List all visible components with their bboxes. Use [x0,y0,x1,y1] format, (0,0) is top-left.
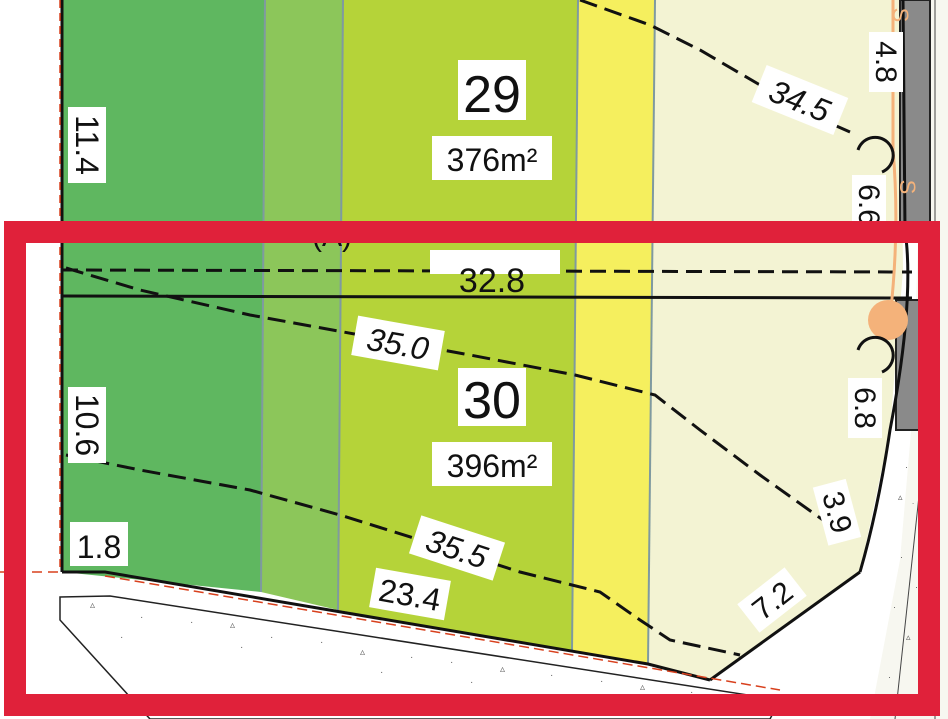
svg-text:▵: ▵ [906,632,911,642]
footpath: ▵ · · ▵ · · ▵ · · ▵ · · ▵ · · · · · [59,595,782,719]
lot-29-area-bg [432,136,552,180]
dashed-boundary-32-8 [61,268,913,274]
lot-30-number: 30 [463,372,521,430]
lot-east-arc-boundary [858,0,910,573]
svg-text:·: · [900,552,903,562]
svg-text:·: · [120,632,123,643]
sewer-marker-mid: S [895,180,920,195]
dim-top-left: 11.4 [69,115,105,175]
svg-text:·: · [240,642,243,653]
arc-mark-mid-icon [856,335,895,374]
dim-right-arc: 6.8 [848,387,881,429]
svg-text:▵: ▵ [640,682,645,693]
lot-30-area: 396m² [447,448,538,484]
lot-30-number-bg [458,368,526,426]
lot-frontage-boundary [62,570,711,682]
lot-29-number: 29 [463,66,521,124]
lot-30-area-bg [432,442,552,486]
svg-text:·: · [600,676,603,687]
dim-mid-left: 10.6 [69,394,105,456]
svg-text:▵: ▵ [500,664,505,675]
dim-top-right-arc: 6.6 [852,184,885,226]
svg-text:˙: ˙ [912,502,915,512]
svg-text:▵: ▵ [360,647,365,658]
svg-text:·: · [470,677,473,688]
svg-text:·: · [690,687,693,698]
lot-boundaries [60,0,913,682]
svg-text:·: · [893,602,896,612]
arc-mark-top-icon [856,135,895,174]
svg-text:·: · [380,667,383,678]
svg-text:·: · [450,657,453,668]
svg-text:·: · [550,670,553,681]
dim-shared-boundary: 32.8 [459,262,525,300]
svg-text:·: · [270,632,273,643]
corner-truncation-line [709,570,861,682]
highlight-box [4,221,940,716]
labels: 29 376m² 30 396m² (A) 32.8 11.4 10.6 4.8… [68,32,903,633]
svg-text:·: · [140,612,143,623]
arc-marks [856,135,895,374]
svg-text:·: · [410,652,413,663]
lot-29-number-bg [458,60,526,120]
zone-yellow [572,0,655,664]
svg-text:▵: ▵ [90,600,95,611]
svg-text:·: · [905,462,908,472]
sewer-marker-top: S [888,8,913,23]
contour-34-5 [579,0,851,134]
dim-bottom-left: 1.8 [77,529,121,565]
lot-29-area: 376m² [447,142,538,178]
frontage-red-dash [104,575,781,691]
svg-text:▵: ▵ [230,620,235,631]
svg-text:·: · [888,672,891,682]
contour-35-0 [65,266,831,527]
sewer-manhole-icon [868,300,908,340]
zone-mid-green [261,0,343,610]
svg-text:·: · [190,617,193,628]
svg-text:▵: ▵ [898,492,903,502]
svg-text:·: · [915,582,918,592]
dim-top-right: 4.8 [869,41,902,83]
svg-text:·: · [320,637,323,648]
lot-common-boundary [61,294,913,300]
